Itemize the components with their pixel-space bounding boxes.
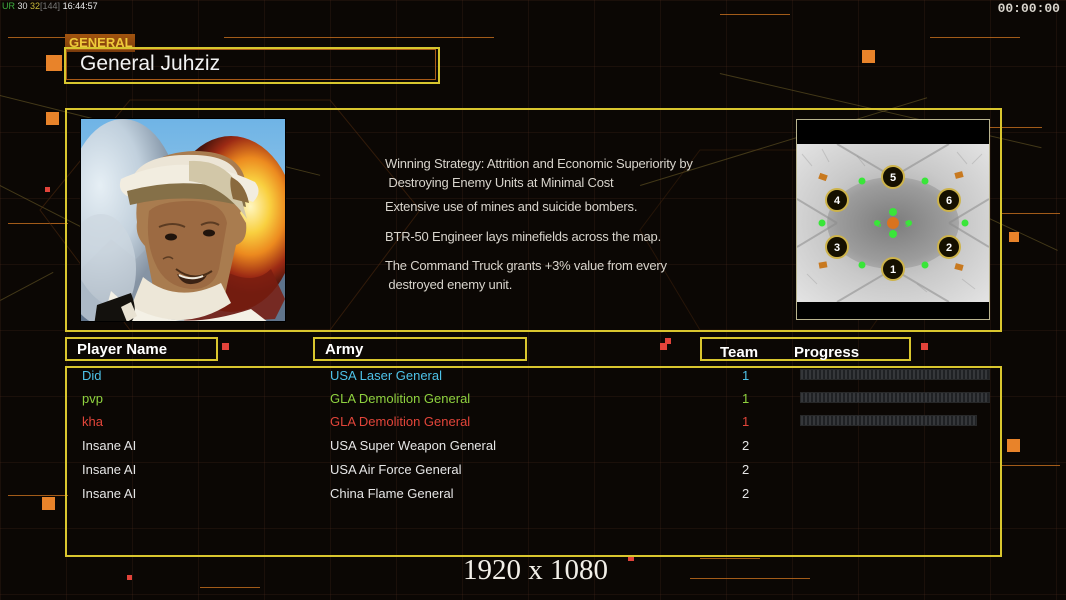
svg-text:5: 5 <box>890 172 896 184</box>
svg-text:3: 3 <box>834 242 840 254</box>
svg-text:6: 6 <box>946 195 952 207</box>
svg-text:1: 1 <box>890 264 896 276</box>
svg-text:5: 5 <box>905 220 910 229</box>
svg-text:2: 2 <box>946 242 952 254</box>
svg-text:4: 4 <box>834 195 841 207</box>
svg-text:5: 5 <box>877 220 882 229</box>
